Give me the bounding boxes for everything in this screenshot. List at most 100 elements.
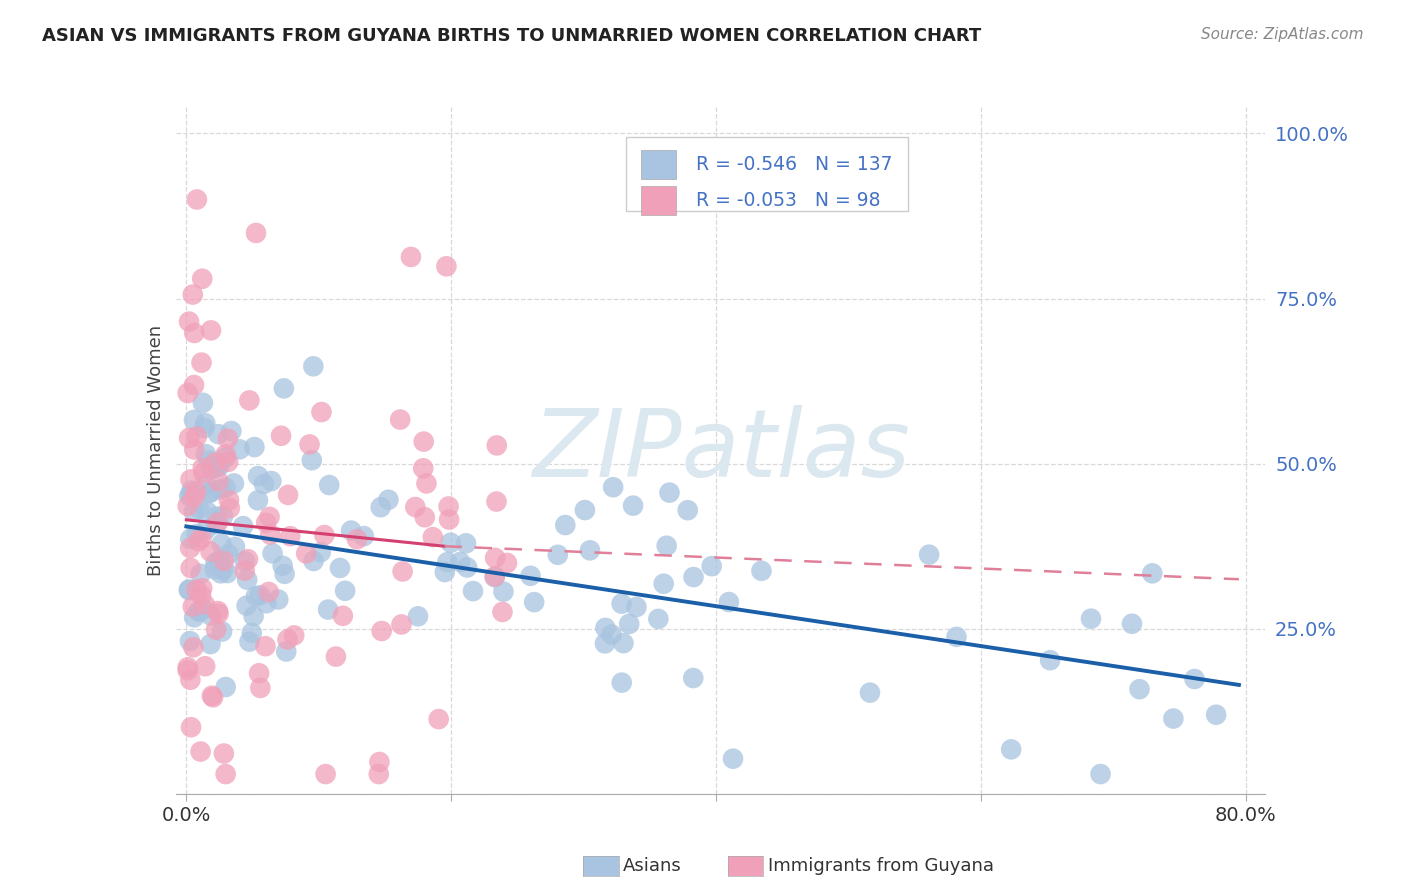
Point: [1080, 612, 1102, 626]
Point: [399, 250, 422, 264]
Point: [204, 556, 226, 570]
Point: [276, 632, 298, 647]
Point: [247, 666, 270, 681]
Point: [238, 634, 260, 648]
Point: [270, 429, 292, 443]
Point: [283, 628, 305, 642]
Point: [212, 509, 235, 524]
Text: R = -0.546   N = 137: R = -0.546 N = 137: [696, 155, 891, 174]
Point: [621, 499, 644, 513]
Point: [1205, 707, 1227, 722]
Point: [186, 193, 208, 207]
Point: [253, 477, 276, 491]
Point: [655, 539, 678, 553]
Point: [212, 747, 235, 761]
Point: [301, 453, 323, 467]
Point: [208, 553, 231, 567]
Point: [181, 287, 204, 301]
Point: [436, 260, 458, 274]
Point: [367, 767, 389, 781]
Point: [214, 767, 236, 781]
Point: [329, 561, 352, 575]
Point: [183, 505, 205, 519]
Point: [1039, 653, 1062, 667]
Point: [256, 596, 278, 610]
Point: [188, 604, 211, 618]
Point: [440, 535, 463, 549]
Point: [209, 566, 232, 581]
Point: [700, 559, 723, 574]
Text: Asians: Asians: [623, 857, 682, 875]
Point: [353, 529, 375, 543]
Point: [249, 588, 271, 602]
Point: [413, 510, 436, 524]
Point: [259, 509, 281, 524]
Point: [246, 493, 269, 508]
Point: [221, 424, 243, 438]
Point: [247, 469, 270, 483]
Point: [207, 516, 229, 530]
Point: [1142, 566, 1164, 581]
Point: [318, 478, 340, 492]
Point: [233, 564, 256, 578]
Point: [183, 442, 205, 457]
Point: [260, 474, 283, 488]
Y-axis label: Births to Unmarried Women: Births to Unmarried Women: [146, 325, 165, 576]
Point: [721, 752, 744, 766]
Point: [245, 589, 267, 603]
Point: [412, 461, 434, 475]
Point: [682, 570, 704, 584]
Point: [202, 690, 225, 705]
Point: [273, 381, 295, 395]
Point: [554, 518, 576, 533]
Point: [619, 616, 641, 631]
Point: [461, 584, 484, 599]
Point: [574, 503, 596, 517]
Point: [647, 612, 669, 626]
Point: [217, 432, 239, 446]
Point: [406, 609, 429, 624]
Point: [191, 271, 214, 285]
Point: [207, 427, 229, 442]
Point: [207, 604, 229, 618]
Point: [187, 605, 209, 619]
Point: [859, 685, 882, 699]
Point: [496, 556, 519, 570]
Point: [176, 663, 198, 677]
Point: [751, 564, 773, 578]
Point: [267, 592, 290, 607]
Point: [271, 558, 294, 573]
Point: [658, 485, 681, 500]
Point: [316, 602, 339, 616]
Point: [333, 583, 356, 598]
Point: [214, 481, 236, 495]
Point: [187, 534, 209, 549]
Point: [205, 623, 228, 637]
Text: R = -0.053   N = 98: R = -0.053 N = 98: [696, 191, 880, 210]
Point: [201, 689, 224, 703]
Point: [389, 412, 412, 426]
Point: [412, 434, 434, 449]
Point: [186, 429, 208, 443]
Point: [177, 315, 200, 329]
Point: [433, 565, 456, 579]
Point: [200, 323, 222, 337]
Point: [245, 226, 267, 240]
Point: [309, 545, 332, 559]
Point: [205, 509, 228, 524]
Point: [186, 527, 208, 541]
Point: [194, 447, 217, 461]
Point: [207, 475, 229, 489]
Point: [191, 461, 214, 475]
Point: [427, 712, 450, 726]
Point: [200, 485, 222, 500]
Point: [217, 547, 239, 561]
Point: [204, 456, 226, 470]
Point: [179, 532, 201, 546]
Text: ASIAN VS IMMIGRANTS FROM GUYANA BIRTHS TO UNMARRIED WOMEN CORRELATION CHART: ASIAN VS IMMIGRANTS FROM GUYANA BIRTHS T…: [42, 27, 981, 45]
Point: [404, 500, 426, 514]
Point: [1163, 712, 1185, 726]
Text: ZIPatlas: ZIPatlas: [531, 405, 910, 496]
FancyBboxPatch shape: [626, 136, 908, 211]
Point: [257, 585, 280, 599]
